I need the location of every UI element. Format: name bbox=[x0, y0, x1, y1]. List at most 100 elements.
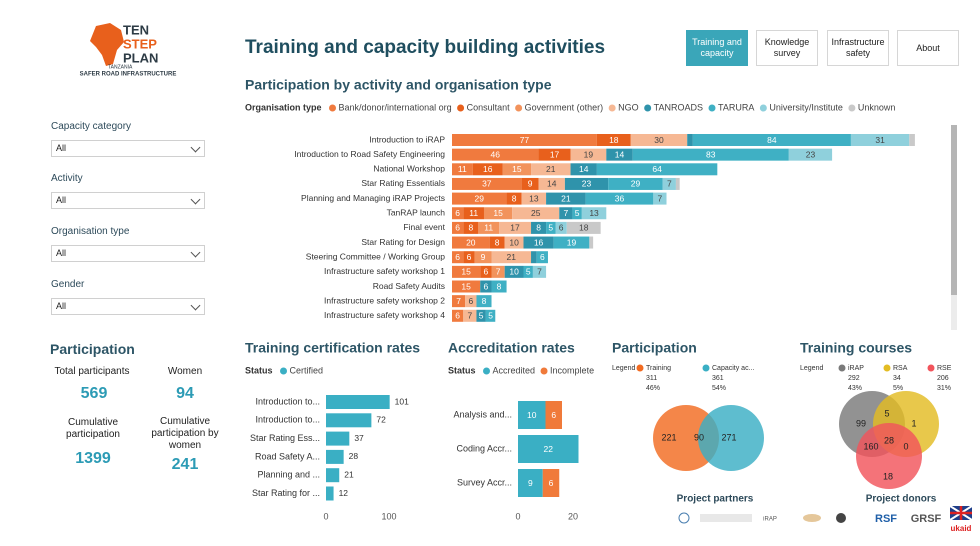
filter-label: Activity bbox=[51, 173, 83, 184]
bar-segment bbox=[452, 192, 507, 205]
bar-segment bbox=[518, 469, 543, 497]
bar-segment bbox=[326, 431, 350, 446]
legend-swatch bbox=[515, 104, 523, 112]
bar-segment bbox=[491, 280, 507, 293]
bar-segment bbox=[521, 192, 547, 205]
category-label: Steering Committee / Working Group bbox=[306, 251, 445, 261]
category-label: Infrastructure safety workshop 4 bbox=[324, 310, 445, 320]
value-label: 7 bbox=[667, 179, 672, 189]
nav-button[interactable]: Training and capacity bbox=[686, 30, 748, 66]
value-label: 37 bbox=[354, 433, 364, 443]
venn-set bbox=[698, 405, 764, 471]
value-label: 6 bbox=[455, 208, 460, 218]
legend-title: Legend bbox=[800, 365, 823, 372]
value-label: 6 bbox=[484, 267, 489, 277]
bar-segment bbox=[542, 469, 560, 497]
bar-segment bbox=[474, 251, 492, 264]
bar-segment bbox=[596, 134, 631, 146]
category-label: Road Safety Audits bbox=[373, 281, 445, 291]
bar-segment bbox=[850, 134, 910, 146]
value-label: 15 bbox=[461, 281, 471, 291]
venn-region-label: 5 bbox=[884, 408, 889, 418]
value-label: 83 bbox=[706, 149, 716, 159]
value-label: 21 bbox=[507, 252, 517, 262]
value-label: 37 bbox=[482, 179, 492, 189]
bar-segment bbox=[523, 265, 533, 278]
bar-segment bbox=[564, 177, 609, 190]
logo-country: TANZANIA bbox=[108, 64, 133, 70]
nav-button[interactable]: Knowledge survey bbox=[756, 30, 818, 66]
bar-segment bbox=[489, 236, 505, 249]
legend-swatch bbox=[927, 364, 935, 372]
donor-logo-text: RSF bbox=[875, 513, 897, 525]
category-label: Infrastructure safety workshop 1 bbox=[324, 266, 445, 276]
logo-tagline: SAFER ROAD INFRASTRUCTURE bbox=[80, 72, 177, 78]
value-label: 6 bbox=[484, 281, 489, 291]
kpi-value: 1399 bbox=[75, 450, 111, 467]
filter-dropdown[interactable]: All bbox=[51, 192, 205, 209]
value-label: 31 bbox=[875, 135, 885, 145]
bar-segment bbox=[483, 207, 513, 220]
nav-button[interactable]: Infrastructure safety bbox=[827, 30, 889, 66]
legend-swatch bbox=[608, 104, 616, 112]
venn-region-label: 99 bbox=[856, 418, 866, 428]
legend-share: 43% bbox=[848, 385, 862, 392]
venn-region-label: 90 bbox=[694, 432, 704, 442]
value-label: 6 bbox=[468, 296, 473, 306]
filter-label: Organisation type bbox=[51, 226, 130, 237]
bar-segment bbox=[570, 148, 607, 161]
filter-dropdown[interactable]: All bbox=[51, 140, 205, 157]
bar-segment bbox=[546, 192, 586, 205]
legend-label: RSE bbox=[937, 365, 952, 372]
kpi-label: Total participants bbox=[54, 366, 130, 377]
value-label: 7 bbox=[563, 208, 568, 218]
legend-swatch bbox=[702, 364, 710, 372]
value-label: 15 bbox=[461, 267, 471, 277]
value-label: 17 bbox=[510, 223, 520, 233]
category-label: Star Rating for Design bbox=[361, 237, 445, 247]
value-label: 23 bbox=[582, 179, 592, 189]
nav-button[interactable]: About bbox=[897, 30, 959, 66]
bar-segment bbox=[546, 221, 556, 234]
venn-region-label: 0 bbox=[903, 441, 908, 451]
bar-segment bbox=[675, 177, 680, 190]
venn-region-label: 160 bbox=[863, 441, 878, 451]
value-label: 5 bbox=[575, 208, 580, 218]
value-label: 16 bbox=[483, 164, 493, 174]
filter-dropdown[interactable]: All bbox=[51, 298, 205, 315]
bar-segment bbox=[452, 148, 539, 161]
value-label: 7 bbox=[496, 267, 501, 277]
value-label: 11 bbox=[469, 208, 478, 218]
chevron bbox=[190, 247, 201, 258]
value-label: 6 bbox=[559, 223, 564, 233]
venn-region-label: 18 bbox=[883, 471, 893, 481]
bar-segment bbox=[536, 251, 548, 264]
value-label: 5 bbox=[548, 223, 553, 233]
value-label: 19 bbox=[567, 237, 577, 247]
bar-segment bbox=[480, 265, 492, 278]
x-tick-label: 20 bbox=[568, 511, 578, 521]
filter-dropdown[interactable]: All bbox=[51, 245, 205, 262]
filter-label: Capacity category bbox=[51, 121, 132, 132]
value-label: 8 bbox=[495, 237, 500, 247]
bar-segment bbox=[502, 163, 532, 176]
category-label: Infrastructure safety workshop 2 bbox=[324, 295, 445, 305]
bar-segment bbox=[485, 309, 496, 322]
legend-share: 54% bbox=[712, 385, 726, 392]
bar-segment bbox=[545, 401, 562, 429]
kpi-label: Cumulative participation bbox=[66, 417, 120, 440]
bar-segment bbox=[692, 134, 851, 146]
value-label: 84 bbox=[767, 135, 777, 145]
venn-region-label: 271 bbox=[721, 432, 736, 442]
donor-logo-text: ukaid bbox=[951, 524, 972, 533]
category-label: TanRAP launch bbox=[387, 208, 446, 218]
bar-segment bbox=[472, 163, 503, 176]
category-label: Introduction to... bbox=[255, 415, 320, 425]
partners-title: Project partners bbox=[677, 494, 754, 505]
value-label: 9 bbox=[481, 252, 486, 262]
venn-region-label: 28 bbox=[884, 435, 894, 445]
venn-set bbox=[856, 423, 922, 489]
legend-share: 31% bbox=[937, 385, 951, 392]
scrollbar-thumb[interactable] bbox=[951, 125, 957, 295]
bar-segment bbox=[653, 192, 667, 205]
